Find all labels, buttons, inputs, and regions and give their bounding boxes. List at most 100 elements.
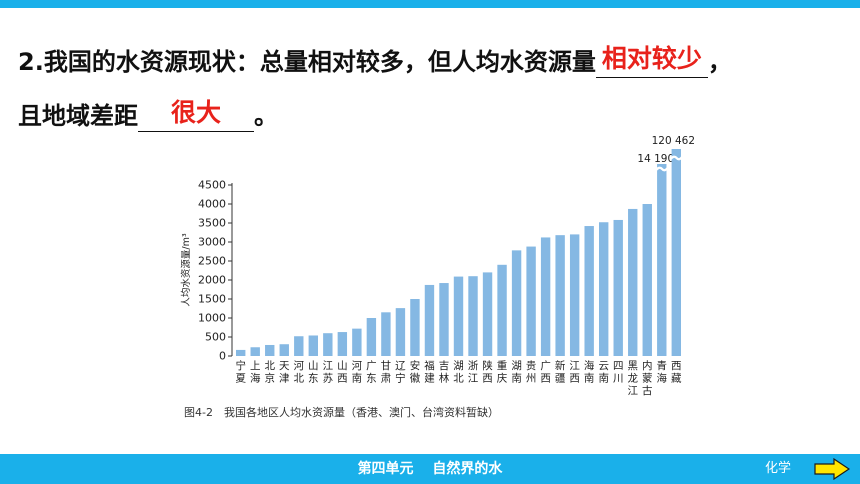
bar	[511, 250, 522, 356]
x-category-label: 江	[627, 385, 638, 397]
bar	[540, 237, 551, 356]
bar	[308, 335, 318, 356]
bar	[453, 276, 464, 356]
answer-1: 相对较少	[601, 44, 702, 73]
x-category-label: 苏	[323, 372, 334, 385]
x-category-label: 藏	[671, 373, 682, 385]
bar	[323, 333, 333, 356]
top-accent-bar	[0, 0, 860, 8]
bar-value-label: 120 462	[652, 135, 695, 147]
x-category-label: 北	[453, 373, 464, 385]
x-category-label: 建	[424, 372, 435, 385]
bar	[381, 312, 391, 356]
x-category-label: 西	[671, 360, 682, 372]
y-axis-label: 人均水资源量/m³	[180, 233, 192, 306]
bar	[584, 226, 594, 356]
x-category-label: 辽	[395, 360, 406, 372]
x-category-label: 天	[279, 360, 290, 372]
x-category-label: 福	[424, 359, 435, 372]
x-category-label: 河	[294, 360, 305, 372]
x-category-label: 南	[352, 372, 363, 385]
subject-label: 化学	[765, 461, 792, 476]
x-category-label: 庆	[497, 372, 508, 385]
x-category-label: 东	[308, 372, 319, 385]
x-category-label: 江	[569, 360, 580, 372]
bar	[265, 344, 275, 356]
water-resource-bar-chart: 人均水资源量/m³ 0 500 1000 1500 2000 2500 3000 3500 400…	[180, 135, 695, 397]
x-category-label: 西	[540, 373, 551, 385]
question-tail-2: 。	[254, 102, 278, 130]
x-category-label: 贵	[526, 359, 537, 372]
figure-caption: 图4-2 我国各地区人均水资源量（香港、澳门、台湾资料暂缺）	[184, 406, 499, 419]
x-category-label: 川	[613, 373, 624, 385]
footer-bar: 第四单元 自然界的水 化学	[0, 454, 860, 484]
bar	[642, 204, 652, 356]
bar-value-label: 14 190	[637, 153, 674, 165]
x-category-label: 上	[250, 360, 261, 372]
x-category-label: 海	[584, 359, 595, 372]
bar	[236, 349, 246, 356]
x-category-label: 南	[584, 372, 595, 385]
x-category-label: 黑	[627, 360, 638, 372]
bar	[671, 149, 681, 356]
y-tick-label: 1500	[198, 293, 226, 306]
x-category-label: 新	[555, 359, 566, 372]
bar	[628, 208, 638, 356]
x-category-label: 吉	[439, 360, 450, 372]
x-category-label: 徽	[410, 372, 421, 385]
x-category-label: 北	[264, 360, 275, 372]
y-tick-label: 4500	[198, 179, 226, 192]
x-category-label: 浙	[468, 360, 479, 372]
x-category-label: 广	[366, 360, 377, 372]
x-category-label: 夏	[235, 373, 246, 385]
x-category-label: 西	[569, 373, 580, 385]
x-category-label: 北	[294, 373, 305, 385]
answer-2: 很大	[170, 98, 221, 127]
question-line-2: 且地域差距 很大 。	[18, 98, 278, 132]
y-tick-label: 1000	[198, 312, 226, 325]
bar	[279, 344, 289, 356]
y-tick-label: 4000	[198, 198, 226, 211]
x-category-label: 西	[482, 373, 493, 385]
unit-title: 第四单元 自然界的水	[357, 461, 503, 477]
y-tick-label: 0	[219, 350, 226, 363]
x-category-label: 陕	[482, 359, 493, 372]
x-category-label: 宁	[235, 359, 246, 372]
x-category-label: 甘	[381, 359, 392, 372]
x-category-label: 青	[657, 359, 668, 372]
x-category-label: 江	[468, 373, 479, 385]
y-tick-label: 500	[205, 331, 226, 344]
bar	[468, 276, 478, 356]
y-tick-label: 3000	[198, 236, 226, 249]
x-category-label: 海	[657, 372, 668, 385]
x-category-label: 龙	[627, 372, 638, 385]
x-category-label: 宁	[395, 372, 406, 385]
bar	[250, 347, 260, 356]
axis-break-mark	[655, 166, 669, 172]
x-category-label: 西	[337, 373, 348, 385]
bar	[424, 284, 435, 356]
question-tail-1: ，	[707, 48, 732, 76]
bar	[482, 272, 493, 356]
x-category-label: 蒙	[642, 372, 653, 385]
x-category-label: 州	[526, 373, 537, 385]
x-category-label: 南	[511, 372, 521, 385]
y-tick-label: 2000	[198, 274, 226, 287]
bar	[613, 219, 623, 356]
x-category-label: 东	[366, 372, 377, 385]
arrow-right-icon[interactable]	[814, 458, 850, 480]
question-line-1: 2.我国的水资源现状：总量相对较多，但人均水资源量 相对较少，	[18, 44, 732, 78]
x-category-label: 广	[540, 360, 551, 372]
x-category-label: 南	[598, 372, 609, 385]
x-category-label: 林	[439, 372, 450, 385]
x-category-label: 湖	[453, 360, 464, 372]
bar	[294, 336, 304, 356]
x-category-label: 内	[642, 359, 653, 372]
bar	[366, 318, 377, 356]
x-category-label: 河	[352, 360, 363, 372]
bar	[337, 332, 348, 356]
question-text-2: 且地域差距	[18, 102, 138, 130]
x-category-label: 肃	[381, 373, 392, 385]
x-category-label: 海	[250, 372, 261, 385]
axis-break-mark	[669, 155, 683, 161]
